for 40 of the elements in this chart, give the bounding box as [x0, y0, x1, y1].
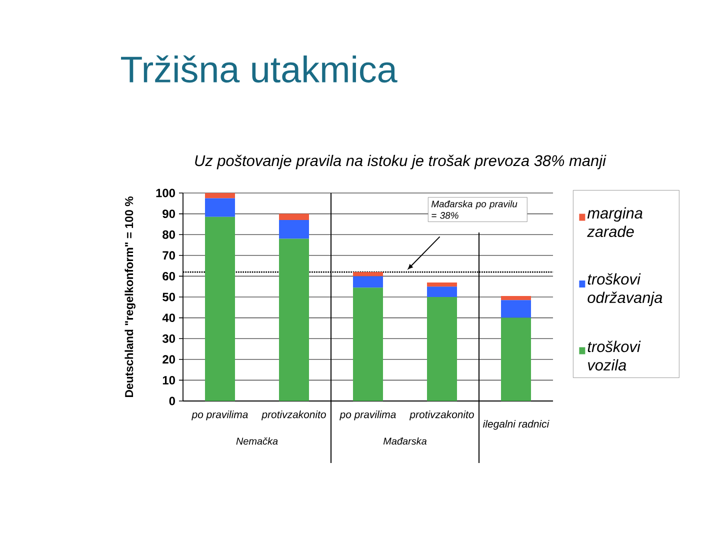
bar: [205, 198, 236, 217]
bar: [427, 296, 458, 401]
x-tick-label: po pravilima: [340, 410, 396, 420]
bar: [427, 282, 458, 287]
legend-label: troškovi vozila: [588, 340, 641, 371]
legend-label: margina zarade: [587, 207, 642, 238]
bar: [427, 286, 458, 297]
bar: [353, 272, 384, 276]
y-tick-label: 10: [162, 376, 175, 384]
bar: [279, 238, 310, 401]
y-tick-label: 100: [156, 188, 175, 198]
annotation: Mađarska po pravilu = 38%: [431, 200, 518, 219]
legend-label: troškovi održavanja: [588, 273, 662, 306]
chart-title: Tržišna utakmica: [121, 55, 398, 83]
x-tick-label: protivzakonito: [409, 410, 474, 420]
y-tick-label: 20: [162, 355, 175, 364]
y-tick-label: 0: [169, 396, 175, 406]
y-tick-label: 80: [162, 230, 175, 239]
bar: [353, 288, 384, 401]
bar: [279, 214, 310, 220]
bar: [501, 296, 532, 300]
y-tick-label: 70: [162, 251, 175, 260]
x-tick-label: po pravilima: [192, 410, 248, 420]
y-axis-title: Deutschland "regelkonform" = 100 %: [124, 196, 136, 398]
y-tick-label: 30: [162, 334, 175, 343]
text: Nemačka: [236, 437, 278, 445]
bar: [501, 300, 532, 318]
y-tick-label: 60: [162, 272, 175, 280]
bar: [353, 276, 384, 288]
text: Mađarska: [383, 437, 427, 445]
x-tick-label: ilegalni radnici: [483, 420, 550, 430]
chart-subtitle: Uz poštovanje pravila na istoku je trošak prevoza 38% manji: [195, 154, 606, 170]
y-tick-label: 50: [162, 292, 175, 302]
x-tick-label: protivzakonito: [261, 410, 326, 420]
bar: [279, 220, 310, 239]
bar: [205, 216, 236, 401]
bar: [501, 318, 532, 401]
y-tick-label: 40: [162, 314, 175, 322]
bar: [205, 192, 236, 198]
y-tick-label: 90: [162, 210, 175, 218]
